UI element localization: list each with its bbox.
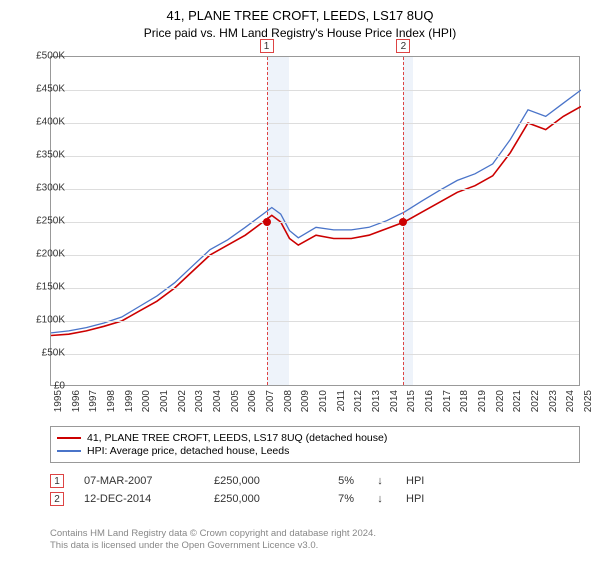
y-tick-label: £400K bbox=[36, 117, 65, 128]
x-tick-label: 1999 bbox=[124, 390, 135, 412]
legend-label: HPI: Average price, detached house, Leed… bbox=[87, 445, 289, 457]
sale-price: £250,000 bbox=[214, 475, 294, 487]
gridline bbox=[51, 90, 579, 91]
x-tick-label: 2019 bbox=[477, 390, 488, 412]
x-tick-label: 2023 bbox=[548, 390, 559, 412]
gridline bbox=[51, 321, 579, 322]
x-tick-label: 2007 bbox=[265, 390, 276, 412]
x-tick-label: 2022 bbox=[530, 390, 541, 412]
x-tick-label: 1995 bbox=[53, 390, 64, 412]
series-line bbox=[51, 107, 581, 336]
gridline bbox=[51, 288, 579, 289]
down-arrow-icon: ↓ bbox=[374, 475, 386, 487]
y-tick-label: £50K bbox=[42, 348, 65, 359]
sale-marker-box: 1 bbox=[260, 39, 274, 53]
y-tick-label: £250K bbox=[36, 216, 65, 227]
footer-line-1: Contains HM Land Registry data © Crown c… bbox=[50, 528, 580, 540]
sale-pct: 7% bbox=[314, 493, 354, 505]
x-tick-label: 2004 bbox=[212, 390, 223, 412]
x-tick-label: 1998 bbox=[106, 390, 117, 412]
x-tick-label: 2011 bbox=[336, 390, 347, 412]
down-arrow-icon: ↓ bbox=[374, 493, 386, 505]
sale-dot bbox=[399, 218, 407, 226]
series-line bbox=[51, 90, 581, 333]
x-tick-label: 2018 bbox=[459, 390, 470, 412]
y-tick-label: £150K bbox=[36, 282, 65, 293]
y-tick-label: £200K bbox=[36, 249, 65, 260]
y-tick-label: £500K bbox=[36, 51, 65, 62]
x-tick-label: 2010 bbox=[318, 390, 329, 412]
x-tick-label: 2014 bbox=[389, 390, 400, 412]
x-tick-label: 2012 bbox=[353, 390, 364, 412]
sale-row: 2 12-DEC-2014 £250,000 7% ↓ HPI bbox=[50, 492, 580, 506]
x-tick-label: 2002 bbox=[177, 390, 188, 412]
legend-swatch bbox=[57, 450, 81, 452]
legend-item: 41, PLANE TREE CROFT, LEEDS, LS17 8UQ (d… bbox=[57, 432, 573, 444]
sale-ref: HPI bbox=[406, 475, 436, 487]
x-tick-label: 1997 bbox=[88, 390, 99, 412]
legend-item: HPI: Average price, detached house, Leed… bbox=[57, 445, 573, 457]
sale-ref: HPI bbox=[406, 493, 436, 505]
chart-title: 41, PLANE TREE CROFT, LEEDS, LS17 8UQ bbox=[0, 8, 600, 23]
footer: Contains HM Land Registry data © Crown c… bbox=[50, 528, 580, 553]
legend-label: 41, PLANE TREE CROFT, LEEDS, LS17 8UQ (d… bbox=[87, 432, 387, 444]
sale-pct: 5% bbox=[314, 475, 354, 487]
y-tick-label: £100K bbox=[36, 315, 65, 326]
x-tick-label: 2005 bbox=[230, 390, 241, 412]
footer-line-2: This data is licensed under the Open Gov… bbox=[50, 540, 580, 552]
sale-row: 1 07-MAR-2007 £250,000 5% ↓ HPI bbox=[50, 474, 580, 488]
x-tick-label: 2013 bbox=[371, 390, 382, 412]
x-tick-label: 2003 bbox=[194, 390, 205, 412]
legend-swatch bbox=[57, 437, 81, 439]
x-tick-label: 2016 bbox=[424, 390, 435, 412]
y-tick-label: £450K bbox=[36, 84, 65, 95]
x-tick-label: 2020 bbox=[495, 390, 506, 412]
x-tick-label: 2006 bbox=[247, 390, 258, 412]
sale-date: 07-MAR-2007 bbox=[84, 475, 194, 487]
x-tick-label: 2017 bbox=[442, 390, 453, 412]
gridline bbox=[51, 189, 579, 190]
chart-subtitle: Price paid vs. HM Land Registry's House … bbox=[0, 26, 600, 40]
chart-area: 12 bbox=[50, 56, 580, 386]
gridline bbox=[51, 123, 579, 124]
sale-dot bbox=[263, 218, 271, 226]
y-tick-label: £300K bbox=[36, 183, 65, 194]
x-tick-label: 2021 bbox=[512, 390, 523, 412]
sale-id-box: 2 bbox=[50, 492, 64, 506]
sale-price: £250,000 bbox=[214, 493, 294, 505]
x-tick-label: 2000 bbox=[141, 390, 152, 412]
sale-date: 12-DEC-2014 bbox=[84, 493, 194, 505]
x-tick-label: 2009 bbox=[300, 390, 311, 412]
gridline bbox=[51, 156, 579, 157]
sale-marker-box: 2 bbox=[396, 39, 410, 53]
x-tick-label: 1996 bbox=[71, 390, 82, 412]
gridline bbox=[51, 222, 579, 223]
x-tick-label: 2024 bbox=[565, 390, 576, 412]
x-tick-label: 2015 bbox=[406, 390, 417, 412]
x-tick-label: 2001 bbox=[159, 390, 170, 412]
sales-table: 1 07-MAR-2007 £250,000 5% ↓ HPI 2 12-DEC-2014 £2… bbox=[50, 470, 580, 510]
sale-id-box: 1 bbox=[50, 474, 64, 488]
x-tick-label: 2025 bbox=[583, 390, 594, 412]
y-tick-label: £350K bbox=[36, 150, 65, 161]
gridline bbox=[51, 255, 579, 256]
x-tick-label: 2008 bbox=[283, 390, 294, 412]
legend: 41, PLANE TREE CROFT, LEEDS, LS17 8UQ (d… bbox=[50, 426, 580, 463]
gridline bbox=[51, 354, 579, 355]
plot-region: 12 bbox=[50, 56, 580, 386]
